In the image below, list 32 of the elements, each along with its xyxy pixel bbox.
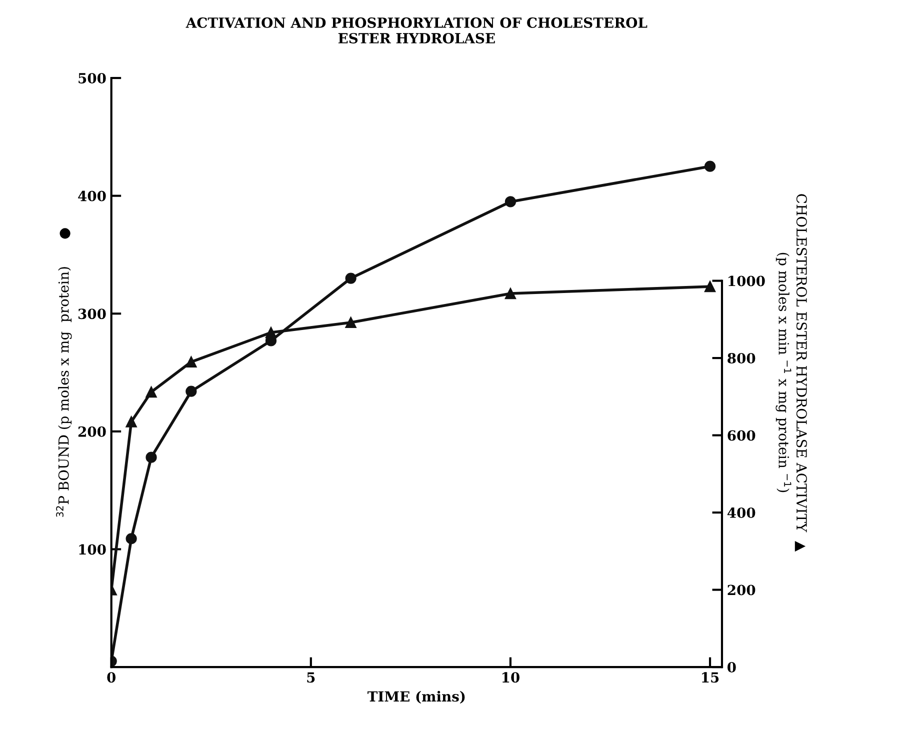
y-tick-label: 100 xyxy=(79,544,106,555)
y2-tick-label: 800 xyxy=(728,353,756,364)
y2-axis-title: CHOLESTEROL ESTER HYDROLASE ACTIVITY ▲ (p moles x min $^{−1}$ x mg protein $^{−1}$) xyxy=(776,194,807,552)
point xyxy=(126,416,137,428)
point xyxy=(186,386,197,397)
y-tick-label: 500 xyxy=(78,72,106,84)
point xyxy=(126,533,137,544)
y-tick-label: 400 xyxy=(78,190,106,202)
y2-tick-label: 600 xyxy=(728,430,756,441)
y-tick-label: 200 xyxy=(78,426,106,437)
x-tick-label: 10 xyxy=(502,672,520,683)
y-tick-label: 300 xyxy=(78,308,106,320)
point xyxy=(504,288,516,300)
x-tick-label: 15 xyxy=(702,672,719,683)
y2-tick-label: 200 xyxy=(728,584,756,596)
point xyxy=(146,452,157,463)
point xyxy=(345,316,356,328)
point xyxy=(146,386,157,398)
point xyxy=(345,272,356,284)
y-axis-title: $^{32}$P BOUND (p moles x mg protein) ● xyxy=(56,228,72,517)
y2-tick-label: 400 xyxy=(727,508,756,518)
point xyxy=(265,326,277,338)
point xyxy=(504,196,516,208)
x-tick-label: 0 xyxy=(107,672,116,683)
point xyxy=(704,281,716,292)
point xyxy=(186,356,197,368)
chart-title: ACTIVATION AND PHOSPHORYLATION OF CHOLESTEROL ESTER HYDROLASE xyxy=(186,17,648,44)
x-axis-title: TIME (mins) xyxy=(368,690,465,704)
y2-tick-label: 0 xyxy=(728,662,736,673)
point xyxy=(704,160,716,172)
x-tick-label: 5 xyxy=(307,672,315,683)
y2-tick-label: 1000 xyxy=(728,276,765,286)
